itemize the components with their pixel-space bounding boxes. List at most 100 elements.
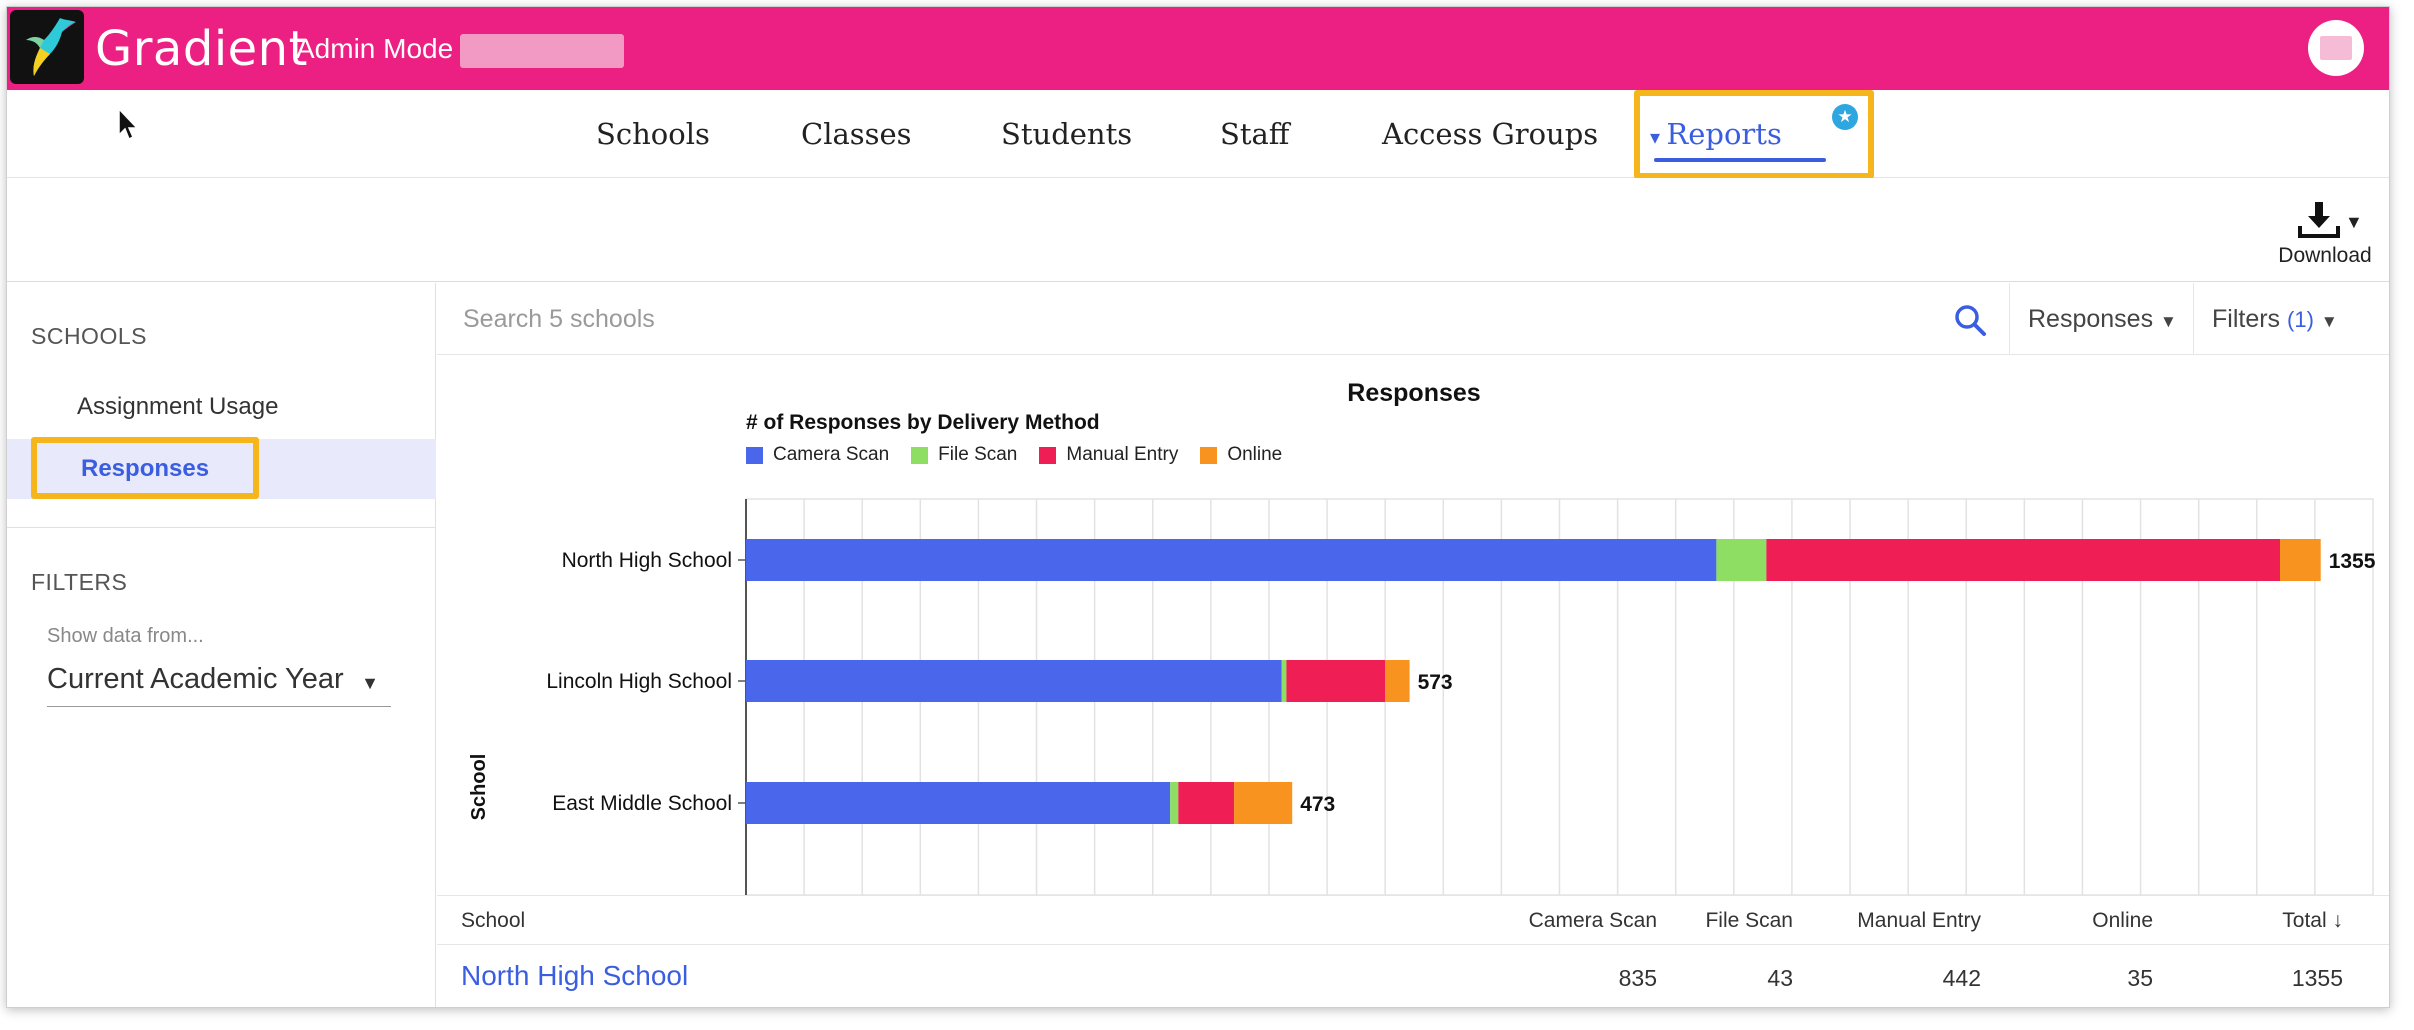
col-total-label: Total: [2282, 909, 2327, 932]
avatar[interactable]: [2308, 20, 2364, 76]
bar-segment-camera-scan: [746, 782, 1171, 824]
academic-year-value: Current Academic Year: [47, 663, 344, 695]
search-input[interactable]: [463, 301, 1963, 337]
chart-subtitle: # of Responses by Delivery Method: [746, 411, 1100, 434]
legend-label: Camera Scan: [773, 444, 890, 465]
sidebar-schools-heading: SCHOOLS: [31, 323, 147, 349]
app-window: Gradient Admin Mode Schools Classes Stud…: [6, 6, 2390, 1008]
tab-classes[interactable]: Classes: [801, 117, 912, 151]
legend-swatch: [746, 446, 763, 464]
sidebar-item-assignment-usage[interactable]: Assignment Usage: [77, 393, 279, 420]
school-link[interactable]: North High School: [461, 960, 689, 991]
sidebar-filters-heading: FILTERS: [31, 569, 128, 595]
cell-file-scan: 43: [1767, 965, 1793, 991]
arrow-down-icon: ↓: [2326, 909, 2343, 932]
tab-schools[interactable]: Schools: [596, 117, 710, 151]
col-file-scan[interactable]: File Scan: [1705, 909, 1793, 932]
tab-students[interactable]: Students: [1001, 117, 1133, 151]
legend-item-manual-entry[interactable]: Manual Entry: [1039, 443, 1178, 467]
sidebar: SCHOOLS Assignment Usage Responses FILTE…: [7, 283, 436, 1007]
chart-title: Responses: [1347, 379, 1481, 407]
download-label: Download: [2278, 244, 2372, 267]
active-tab-underline: [1654, 158, 1826, 162]
bar-segment-camera-scan: [746, 660, 1282, 702]
legend-swatch: [1200, 446, 1218, 464]
star-badge-icon: ★: [1832, 104, 1858, 130]
legend-label: File Scan: [938, 444, 1018, 465]
download-caret-icon: ▼: [2345, 212, 2363, 232]
cell-online: 35: [2127, 965, 2153, 991]
y-axis-title: School: [468, 754, 490, 821]
bar-segment-manual-entry: [1286, 660, 1386, 702]
chevron-down-icon: ▼: [2320, 312, 2338, 331]
bar-segment-online: [1385, 660, 1410, 702]
tab-reports-text: Reports: [1666, 117, 1782, 151]
main-nav: Schools Classes Students Staff Access Gr…: [7, 90, 2389, 179]
bar-segment-manual-entry: [1178, 782, 1235, 824]
sidebar-item-responses-label: Responses: [81, 455, 210, 482]
tab-staff[interactable]: Staff: [1220, 117, 1290, 151]
filters-text: Filters: [2212, 305, 2281, 333]
total-label: 1355: [2329, 550, 2376, 573]
cell-manual-entry: 442: [1942, 965, 1981, 991]
bar-segment-file-scan: [1170, 782, 1179, 824]
filters-dropdown-label: Filters (1) ▼: [2212, 305, 2338, 334]
cell-total: 1355: [2291, 965, 2343, 991]
chevron-down-icon: ▼: [361, 673, 379, 693]
academic-year-select[interactable]: Current Academic Year ▼: [47, 659, 391, 707]
legend-swatch: [1039, 446, 1057, 464]
col-camera-scan[interactable]: Camera Scan: [1528, 909, 1657, 932]
app-title: Gradient: [95, 21, 308, 77]
responses-dropdown-label: Responses ▼: [2028, 305, 2177, 334]
responses-dropdown[interactable]: Responses ▼: [2009, 283, 2193, 355]
download-button[interactable]: ▼ Download: [2275, 200, 2375, 270]
admin-mode-label: Admin Mode: [296, 33, 454, 64]
search-icon[interactable]: [1953, 303, 1987, 337]
legend-item-file-scan[interactable]: File Scan: [911, 443, 1017, 467]
legend-label: Manual Entry: [1066, 444, 1179, 465]
show-data-from-label: Show data from...: [47, 625, 204, 647]
legend-item-camera-scan[interactable]: Camera Scan: [746, 443, 889, 467]
report-toolbar: ▼ Download: [7, 178, 2389, 282]
filters-count: (1): [2287, 307, 2314, 332]
tab-reports-label: ▾ Reports: [1650, 96, 1782, 172]
bar-segment-manual-entry: [1766, 539, 2281, 581]
sidebar-item-responses[interactable]: Responses: [31, 437, 259, 499]
main-content: Responses ▼ Filters (1) ▼ Responses # of…: [437, 283, 2389, 1007]
tab-reports[interactable]: ▾ Reports ★: [1634, 90, 1874, 179]
category-label: Lincoln High School: [546, 670, 732, 693]
search-row: Responses ▼ Filters (1) ▼: [437, 283, 2389, 355]
tab-access-groups[interactable]: Access Groups: [1382, 117, 1599, 151]
table-header: School Camera Scan File Scan Manual Entr…: [437, 895, 2389, 945]
bar-segment-file-scan: [1281, 660, 1287, 702]
col-total[interactable]: Total ↓: [2282, 909, 2343, 933]
chart-legend: Camera Scan File Scan Manual Entry Online: [746, 443, 1282, 467]
total-label: 573: [1418, 671, 1453, 694]
bar-segment-file-scan: [1716, 539, 1767, 581]
legend-label: Online: [1227, 444, 1283, 465]
col-online[interactable]: Online: [2092, 909, 2153, 932]
category-label: East Middle School: [552, 792, 732, 815]
responses-dropdown-text: Responses: [2028, 305, 2154, 333]
mouse-cursor-icon: [118, 107, 139, 141]
sidebar-divider: [7, 527, 436, 528]
responses-chart: North High School 1355 Lincoln High School…: [468, 498, 2376, 895]
chevron-down-icon: ▼: [2160, 312, 2177, 331]
total-label: 473: [1300, 793, 1335, 816]
bar-segment-camera-scan: [746, 539, 1717, 581]
caret-down-icon: ▾: [1650, 125, 1667, 149]
download-icon: [2298, 202, 2340, 238]
legend-item-online[interactable]: Online: [1200, 443, 1282, 467]
avatar-redacted: [2320, 36, 2352, 60]
table-row: North High School 835 43 442 35 1355: [437, 945, 2389, 1007]
redacted-name: [460, 34, 624, 68]
bar-segment-online: [1234, 782, 1293, 824]
filters-dropdown[interactable]: Filters (1) ▼: [2193, 283, 2389, 355]
col-school[interactable]: School: [461, 909, 526, 932]
hummingbird-logo-icon[interactable]: [10, 10, 84, 84]
col-manual-entry[interactable]: Manual Entry: [1857, 909, 1981, 932]
sidebar-active-highlight: [7, 439, 436, 499]
legend-swatch: [911, 446, 929, 464]
bar-segment-online: [2280, 539, 2321, 581]
top-bar: Gradient Admin Mode: [7, 7, 2389, 90]
